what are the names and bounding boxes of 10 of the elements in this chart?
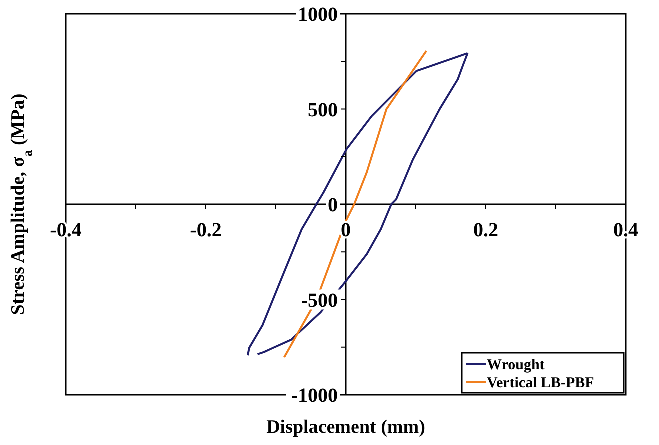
y-tick-label: 1000 (298, 4, 338, 26)
y-tick-label: -1000 (291, 385, 338, 407)
y-tick-label: 500 (308, 99, 338, 122)
x-tick-label: 0.2 (474, 220, 498, 242)
legend-label: Wrought (487, 357, 545, 374)
y-tick-label: 0 (328, 194, 338, 216)
x-axis-title: Displacement (mm) (266, 417, 426, 438)
legend-label: Vertical LB-PBF (487, 375, 594, 392)
x-tick-label: -0.2 (190, 220, 222, 242)
y-tick-label: -500 (301, 290, 338, 312)
